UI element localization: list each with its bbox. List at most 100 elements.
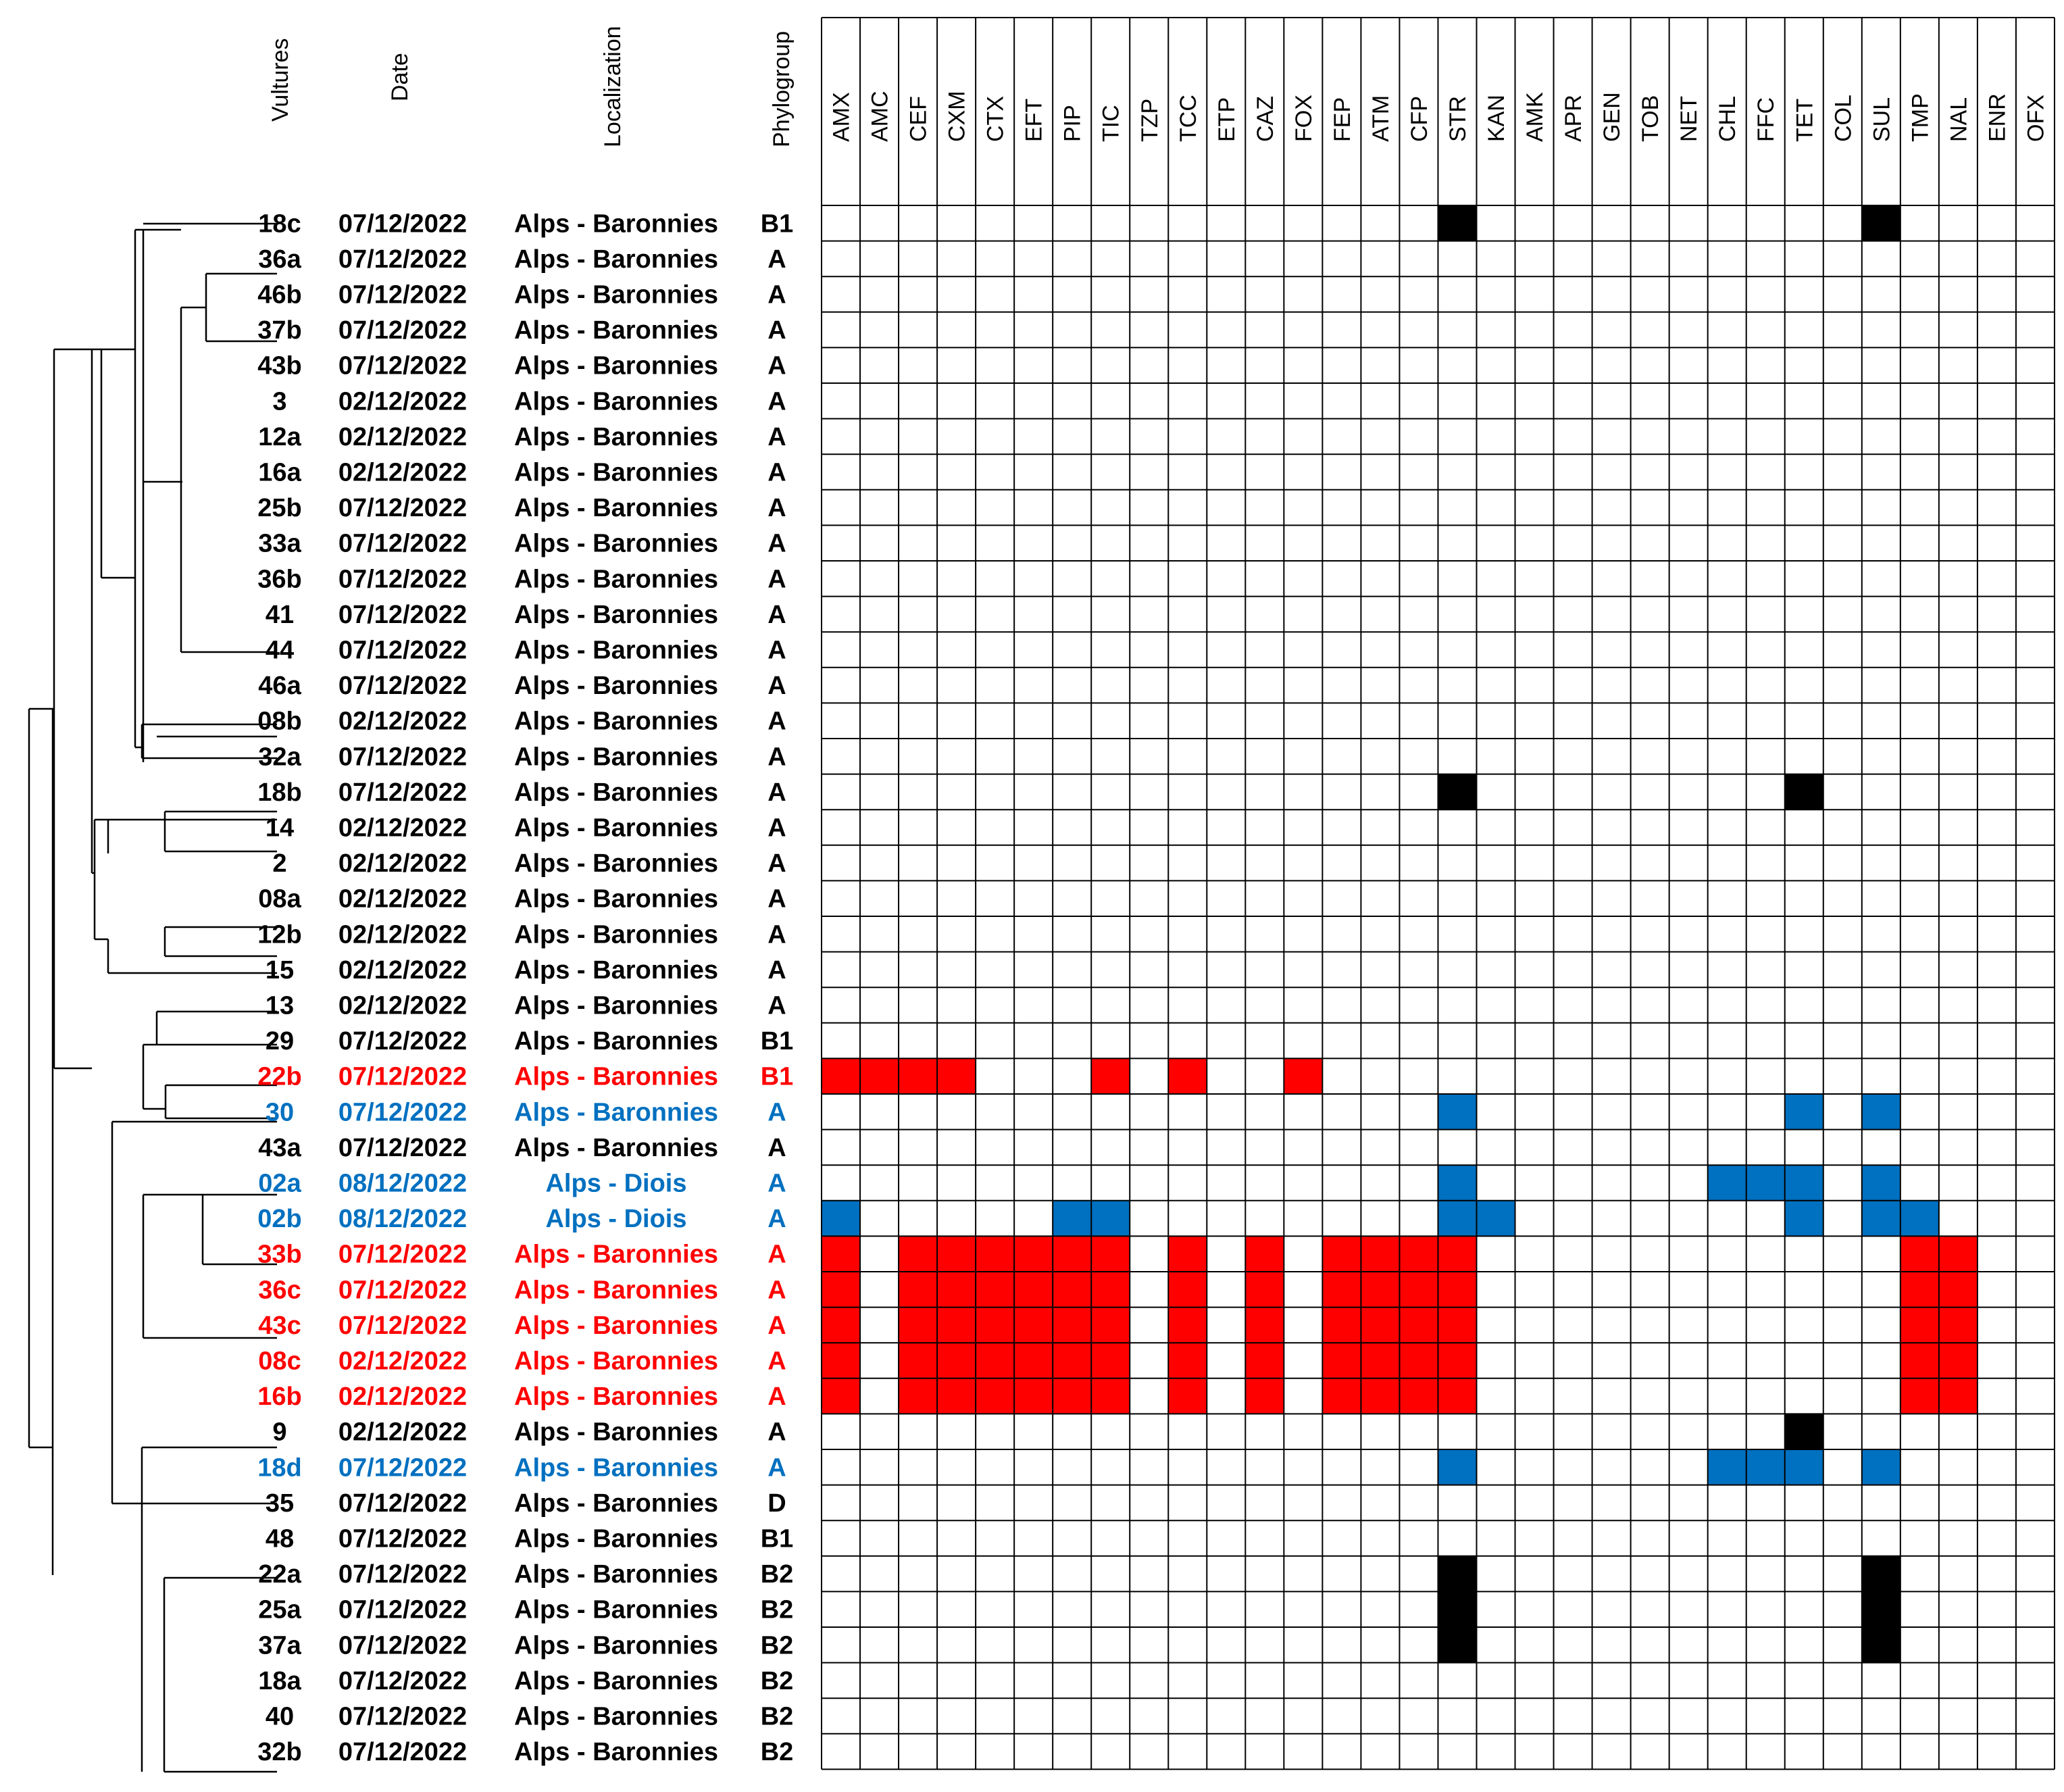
row-phylogroup: D <box>767 1489 786 1518</box>
row-sample-date: 07/12/2022 <box>338 281 467 309</box>
row-sample-date: 07/12/2022 <box>338 209 467 238</box>
row-vulture-id: 33b <box>257 1241 301 1269</box>
row-localization: Alps - Baronnies <box>514 920 718 949</box>
row-phylogroup: A <box>767 1418 786 1447</box>
resistance-cell <box>1438 205 1477 241</box>
resistance-cell <box>976 1307 1015 1343</box>
resistance-cell <box>1438 1343 1477 1378</box>
row-vulture-id: 16a <box>258 459 301 487</box>
resistance-cell <box>937 1272 976 1308</box>
resistance-cell <box>1053 1307 1092 1343</box>
row-localization: Alps - Diois <box>545 1170 686 1198</box>
resistance-cell <box>1900 1307 1939 1343</box>
row-localization: Alps - Baronnies <box>514 1383 718 1411</box>
row-localization: Alps - Baronnies <box>514 209 718 238</box>
dendrogram-branch <box>100 348 135 579</box>
row-phylogroup: A <box>767 885 786 914</box>
resistance-cell <box>1938 1343 1978 1378</box>
row-localization: Alps - Baronnies <box>514 1063 718 1091</box>
antibiotic-label: CEF <box>906 96 932 142</box>
dendrogram-branch <box>164 1084 277 1120</box>
row-sample-date: 02/12/2022 <box>338 920 467 949</box>
resistance-cell <box>1784 774 1823 810</box>
resistance-cell <box>1861 1094 1901 1130</box>
resistance-cell <box>976 1272 1015 1308</box>
antibiotic-label: TMP <box>1907 93 1933 142</box>
antibiotic-label: OFX <box>2023 95 2048 142</box>
row-phylogroup: A <box>767 387 786 416</box>
row-vulture-id: 32a <box>258 743 301 771</box>
antibiotic-label: AMC <box>867 91 893 142</box>
resistance-cell <box>937 1307 976 1343</box>
resistance-cell <box>1091 1236 1130 1272</box>
row-phylogroup: A <box>767 423 786 451</box>
antibiotic-label: CAZ <box>1253 96 1278 142</box>
resistance-cell <box>1861 1627 1901 1663</box>
resistance-cell <box>1938 1236 1978 1272</box>
row-phylogroup: A <box>767 316 786 345</box>
resistance-cell <box>1322 1307 1361 1343</box>
row-phylogroup: B2 <box>761 1703 794 1731</box>
resistance-cell <box>1900 1272 1939 1308</box>
row-localization: Alps - Baronnies <box>514 1667 718 1695</box>
resistance-cell <box>1399 1236 1438 1272</box>
row-sample-date: 07/12/2022 <box>338 565 467 593</box>
resistance-cell <box>1245 1343 1284 1378</box>
antibiotic-label: CHL <box>1715 96 1740 142</box>
row-sample-date: 07/12/2022 <box>338 1276 467 1304</box>
row-localization: Alps - Baronnies <box>514 743 718 771</box>
row-localization: Alps - Baronnies <box>514 494 718 522</box>
resistance-cell <box>822 1378 861 1414</box>
row-sample-date: 07/12/2022 <box>338 316 467 345</box>
row-localization: Alps - Baronnies <box>514 459 718 487</box>
resistance-cell <box>1053 1200 1092 1237</box>
resistance-cell <box>1784 1414 1823 1449</box>
row-localization: Alps - Baronnies <box>514 885 718 914</box>
header-localization: Localization <box>600 26 626 147</box>
row-localization: Alps - Baronnies <box>514 672 718 700</box>
row-phylogroup: A <box>767 1276 786 1304</box>
row-phylogroup: A <box>767 956 786 985</box>
resistance-cell <box>1438 774 1477 810</box>
antibiotic-label: NAL <box>1946 97 1971 142</box>
row-localization: Alps - Baronnies <box>514 1738 718 1766</box>
row-sample-date: 07/12/2022 <box>338 245 467 274</box>
row-vulture-id: 43c <box>258 1312 301 1340</box>
resistance-cell <box>1900 1343 1939 1378</box>
row-vulture-id: 25a <box>258 1596 301 1624</box>
antibiotic-label: COL <box>1830 95 1856 142</box>
resistance-cell <box>1938 1307 1978 1343</box>
antibiotic-label: ETP <box>1214 97 1240 142</box>
resistance-cell <box>1053 1343 1092 1378</box>
row-sample-date: 07/12/2022 <box>338 672 467 700</box>
resistance-cell <box>1245 1307 1284 1343</box>
row-localization: Alps - Baronnies <box>514 1631 718 1660</box>
row-vulture-id: 9 <box>272 1418 286 1447</box>
dendrogram-branch <box>141 723 277 760</box>
resistance-cell <box>1746 1449 1785 1485</box>
resistance-cell <box>1053 1272 1092 1308</box>
resistance-cell <box>1438 1449 1477 1485</box>
row-vulture-id: 36a <box>258 245 301 274</box>
dendrogram-branch <box>205 272 277 343</box>
row-phylogroup: A <box>767 1205 786 1233</box>
row-sample-date: 02/12/2022 <box>338 1347 467 1376</box>
resistance-cell <box>899 1236 938 1272</box>
resistance-cell <box>1784 1449 1823 1485</box>
resistance-cell <box>1707 1449 1746 1485</box>
row-sample-date: 07/12/2022 <box>338 1312 467 1340</box>
row-phylogroup: A <box>767 743 786 771</box>
row-phylogroup: A <box>767 1312 786 1340</box>
antibiotic-label: ENR <box>1984 93 2010 142</box>
row-localization: Alps - Baronnies <box>514 1347 718 1376</box>
row-localization: Alps - Baronnies <box>514 1241 718 1269</box>
row-sample-date: 07/12/2022 <box>338 1134 467 1162</box>
header-phylogroup: Phylogroup <box>769 31 795 147</box>
row-phylogroup: B1 <box>761 1063 794 1091</box>
row-localization: Alps - Baronnies <box>514 1596 718 1624</box>
antibiotic-label: CTX <box>983 96 1009 142</box>
row-vulture-id: 29 <box>266 1027 294 1055</box>
row-phylogroup: A <box>767 814 786 843</box>
resistance-cell <box>1091 1307 1130 1343</box>
